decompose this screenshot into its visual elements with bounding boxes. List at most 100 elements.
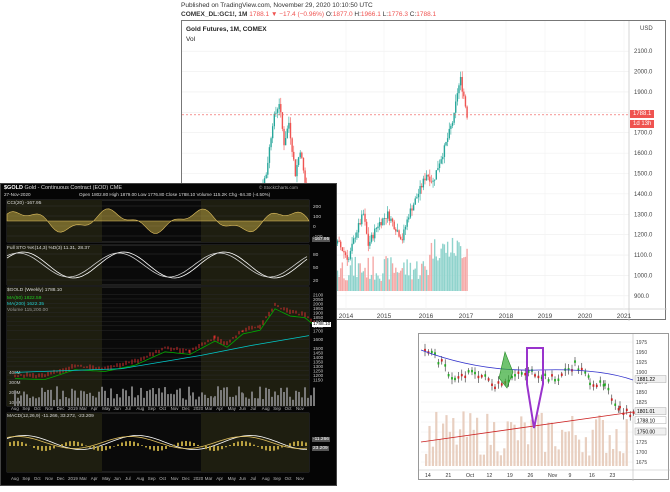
bc-volume-bar — [513, 425, 515, 466]
tv-volume-bar — [340, 268, 341, 291]
bc-y-tick-label: 1725 — [636, 440, 647, 446]
tv-candle-body — [274, 114, 275, 126]
bc-candle-body — [454, 378, 456, 380]
sc-sto-label: Full STO %K(14,3) %D(3) 11.31, 28.37 — [7, 246, 90, 251]
sc-volume-bar — [207, 398, 209, 406]
bc-candle-body — [618, 408, 620, 410]
sc-cci-label: CCI(20) -167.95 — [7, 201, 41, 206]
sc-volume-bar — [204, 395, 206, 406]
bc-x-tick-label: 19 — [507, 473, 513, 479]
sc-macd-histogram-bar — [261, 446, 263, 449]
sc-month-label-upper: Nov — [296, 406, 305, 411]
sc-volume-bar — [80, 391, 82, 406]
tv-volume-bar — [421, 264, 422, 291]
tv-volume-bar — [429, 255, 430, 291]
stockcharts-chart-panel[interactable]: 2001000-10080502021002050200019501900185… — [0, 183, 337, 486]
bc-price-badge-label: 1881.22 — [637, 377, 655, 383]
sc-volume-bar — [95, 397, 97, 406]
stockcharts-chart[interactable]: 2001000-10080502021002050200019501900185… — [1, 184, 338, 487]
tv-candle-body — [381, 222, 382, 225]
tv-volume-bar — [406, 259, 407, 291]
bc-volume-bar — [445, 415, 447, 466]
tv-price-badge: 1788.1 — [630, 110, 654, 118]
tv-candle-body — [304, 170, 305, 182]
tv-candle-body — [295, 159, 296, 176]
sc-volume-bar — [173, 394, 175, 406]
sc-macd-histogram-bar — [157, 446, 159, 451]
barchart-chart-panel[interactable]: 1975195019251900187518501825180017751750… — [418, 333, 669, 480]
tv-volume-bar — [418, 279, 419, 291]
sc-macd-histogram-bar — [161, 446, 163, 450]
sc-macd-histogram-bar — [221, 446, 223, 449]
tv-candle-body — [387, 211, 388, 218]
bc-candle-body — [581, 368, 583, 370]
sc-volume-bar — [116, 394, 118, 406]
sc-volume-bar — [92, 396, 94, 406]
bc-volume-bar — [592, 430, 594, 466]
tv-volume-bar — [353, 276, 354, 291]
tv-candle-body — [382, 218, 383, 225]
sc-volume-bar — [65, 397, 67, 406]
sc-volume-bar — [182, 398, 184, 406]
tv-candle-body — [376, 228, 377, 229]
sc-price-tick-label: 1600 — [313, 337, 324, 342]
bc-candle-body — [619, 406, 621, 408]
sc-month-label-lower: 2020 — [193, 476, 203, 481]
sc-month-label-upper: Aug — [136, 406, 144, 411]
bc-candle-body — [548, 379, 550, 381]
sc-macd-histogram-bar — [13, 441, 15, 446]
tv-candle-body — [364, 214, 365, 222]
bc-volume-bar — [435, 412, 437, 466]
sc-macd-histogram-bar — [173, 445, 175, 446]
sc-volume-bar — [149, 390, 151, 406]
bc-candle-body — [588, 375, 590, 377]
tv-candle-body — [452, 123, 453, 126]
tv-candle-body — [272, 126, 273, 138]
tv-volume-bar — [361, 273, 362, 291]
sc-volume-bar — [134, 397, 136, 406]
tv-candle-body — [398, 230, 399, 236]
ticker-last: 1788.1 — [249, 11, 269, 18]
sc-macd-histogram-bar — [45, 446, 47, 451]
sc-month-label-lower: Sep — [22, 476, 30, 481]
bc-volume-bar — [571, 416, 573, 466]
sc-volume-bar — [71, 389, 73, 406]
sc-month-label-lower: Jun — [114, 476, 122, 481]
sc-volume-bar — [32, 397, 34, 406]
bc-volume-bar — [588, 455, 590, 466]
sc-volume-bar — [229, 397, 231, 406]
bc-volume-bar — [466, 437, 468, 466]
bc-volume-bar — [456, 445, 458, 466]
sc-title-line: $GOLD Gold - Continuous Contract (EOD) C… — [4, 185, 122, 191]
sc-macd-histogram-bar — [225, 446, 227, 447]
sc-volume-bar — [201, 392, 203, 406]
bc-volume-bar — [541, 413, 543, 466]
bc-candle-body — [431, 351, 433, 353]
sc-month-label-upper: May — [102, 406, 111, 411]
sc-volume-bar — [50, 390, 52, 406]
tv-candle-body — [395, 229, 396, 231]
sc-volume-bar — [271, 397, 273, 406]
sc-volume-bar — [217, 386, 219, 406]
tv-volume-bar — [382, 273, 383, 291]
tv-x-tick-label: 2018 — [499, 313, 514, 320]
tv-volume-bar — [439, 258, 440, 291]
bc-volume-bar — [544, 452, 546, 466]
sc-macd-histogram-bar — [129, 441, 131, 446]
sc-month-label-upper: Sep — [148, 406, 156, 411]
sc-volume-bar — [245, 397, 247, 406]
sc-month-label-lower: Aug — [11, 476, 19, 481]
tv-chart-title: Gold Futures, 1M, COMEX — [186, 26, 267, 33]
sc-volume-bar — [23, 392, 25, 406]
barchart-chart[interactable]: 1975195019251900187518501825180017751750… — [419, 334, 670, 481]
bc-candle-body — [608, 388, 610, 390]
tv-candle-body — [447, 138, 448, 142]
tv-y-tick-label: 1400.0 — [634, 192, 653, 198]
sc-month-label-lower: Nov — [296, 476, 305, 481]
tv-volume-bar — [393, 273, 394, 291]
tv-volume-bar — [410, 263, 411, 291]
tv-candle-body — [460, 77, 461, 85]
tv-volume-bar — [374, 280, 375, 291]
sc-volume-bar — [131, 386, 133, 406]
bc-volume-bar — [626, 419, 628, 466]
